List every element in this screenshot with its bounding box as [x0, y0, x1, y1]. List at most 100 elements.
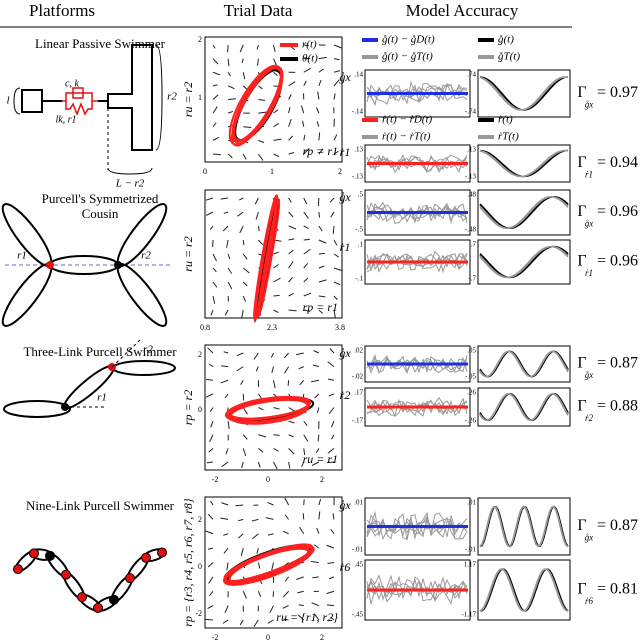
residual-trace [366, 83, 468, 103]
vector-arrow [329, 576, 335, 580]
trajectory-trace [479, 245, 569, 279]
vector-arrow [288, 119, 292, 127]
y-tick-label: -.7 [468, 275, 476, 283]
vector-arrow [288, 420, 295, 424]
x-tick-label: -2 [212, 475, 219, 484]
panel-label: g̊x [339, 346, 351, 360]
vector-arrow [327, 562, 335, 564]
vector-arrow [207, 513, 214, 520]
diagram-label: r2 [167, 91, 177, 103]
y-tick-label: .17 [354, 389, 363, 397]
trajectory-trace [479, 568, 569, 612]
vector-arrow [288, 434, 295, 438]
x-tick-label: 0 [266, 475, 270, 484]
vector-arrow [207, 605, 214, 609]
vector-arrow [227, 85, 235, 90]
vector-arrow [298, 366, 304, 370]
vector-arrow [242, 253, 248, 260]
vector-arrow [318, 265, 325, 269]
vector-arrow [288, 152, 295, 155]
vector-arrow [256, 547, 259, 554]
joint [61, 569, 71, 580]
vector-arrow [220, 197, 229, 200]
spring [62, 92, 98, 117]
vector-arrow [258, 139, 265, 144]
joint [13, 564, 23, 575]
vector-arrow [227, 44, 229, 53]
y-tick-label: .45 [354, 561, 363, 569]
vector-arrow [209, 434, 214, 443]
vector-arrow [284, 576, 290, 582]
vector-arrow [212, 84, 218, 87]
vector-arrow [333, 253, 340, 258]
vector-arrow [239, 225, 244, 234]
x-tick-label: 2 [338, 167, 342, 176]
vector-arrow [212, 295, 216, 304]
y-tick-label: .5 [358, 191, 364, 199]
vector-arrow [329, 197, 335, 203]
y-tick-label: .13 [467, 146, 476, 154]
vector-arrow [205, 211, 214, 216]
plot-frame [204, 189, 343, 319]
vector-arrow [273, 138, 282, 141]
vector-arrow [311, 461, 320, 467]
joint [157, 547, 167, 558]
trajectory-trace [479, 568, 569, 612]
gamma-subscript: ṙ1 [585, 268, 593, 278]
y-tick-label: -.13 [465, 173, 477, 181]
vector-arrow [317, 91, 320, 100]
vector-arrow [331, 434, 335, 440]
vector-arrow [303, 67, 311, 73]
vector-arrow [288, 197, 292, 203]
vector-arrow [206, 461, 214, 464]
vector-arrow [303, 434, 309, 442]
vector-arrow [255, 366, 259, 372]
vector-arrow [273, 44, 276, 52]
vector-arrow [242, 448, 247, 457]
vector-arrow [240, 548, 244, 556]
vector-arrow [212, 94, 219, 100]
vector-arrow [316, 107, 320, 114]
x-tick-label: 3.8 [335, 323, 345, 332]
vector-arrow [237, 533, 244, 539]
vector-arrow [209, 590, 214, 596]
vector-arrow [326, 590, 335, 595]
trajectory-panel [477, 69, 571, 118]
plot-frame [204, 344, 343, 471]
vector-arrow [288, 261, 294, 269]
vector-arrow [227, 421, 230, 430]
vector-arrow [238, 197, 244, 201]
trajectory [226, 395, 312, 420]
vector-arrow [257, 562, 261, 569]
gamma-value: = 0.87 [597, 355, 638, 372]
y-tick-label: 2 [198, 515, 202, 524]
y-tick-label: -.45 [352, 611, 364, 619]
vector-arrow [303, 448, 306, 455]
y-tick-label: -.01 [352, 546, 364, 554]
vector-arrow [227, 71, 231, 77]
vector-arrow [257, 225, 260, 232]
vector-arrow [302, 120, 305, 127]
vector-arrow [333, 281, 341, 286]
legend-label: g̊T(t) [498, 51, 520, 63]
y-tick-label: -.05 [465, 373, 477, 381]
vector-arrow [243, 126, 252, 128]
y-tick-label: -.02 [352, 373, 364, 381]
panel-label: g̊x [339, 70, 351, 84]
vector-arrow [223, 547, 229, 554]
vector-arrow [284, 497, 290, 506]
y-tick-label: .26 [467, 389, 476, 397]
gamma-subscript: g̊x [585, 219, 594, 229]
y-axis-label: ru = r2 [181, 236, 195, 271]
platform-name: Purcell's Symmetrized [42, 191, 159, 206]
trajectory [232, 66, 284, 145]
vector-arrow [256, 44, 259, 50]
y-tick-label: -.13 [352, 173, 364, 181]
diagram-label: r2 [141, 250, 151, 262]
gamma-symbol: Γ [577, 203, 586, 220]
y-tick-label: 0 [198, 405, 202, 414]
vector-arrow [314, 393, 320, 399]
vector-arrow [333, 239, 338, 246]
y-axis-label: ru = r2 [181, 82, 195, 117]
vector-arrow [273, 123, 279, 128]
